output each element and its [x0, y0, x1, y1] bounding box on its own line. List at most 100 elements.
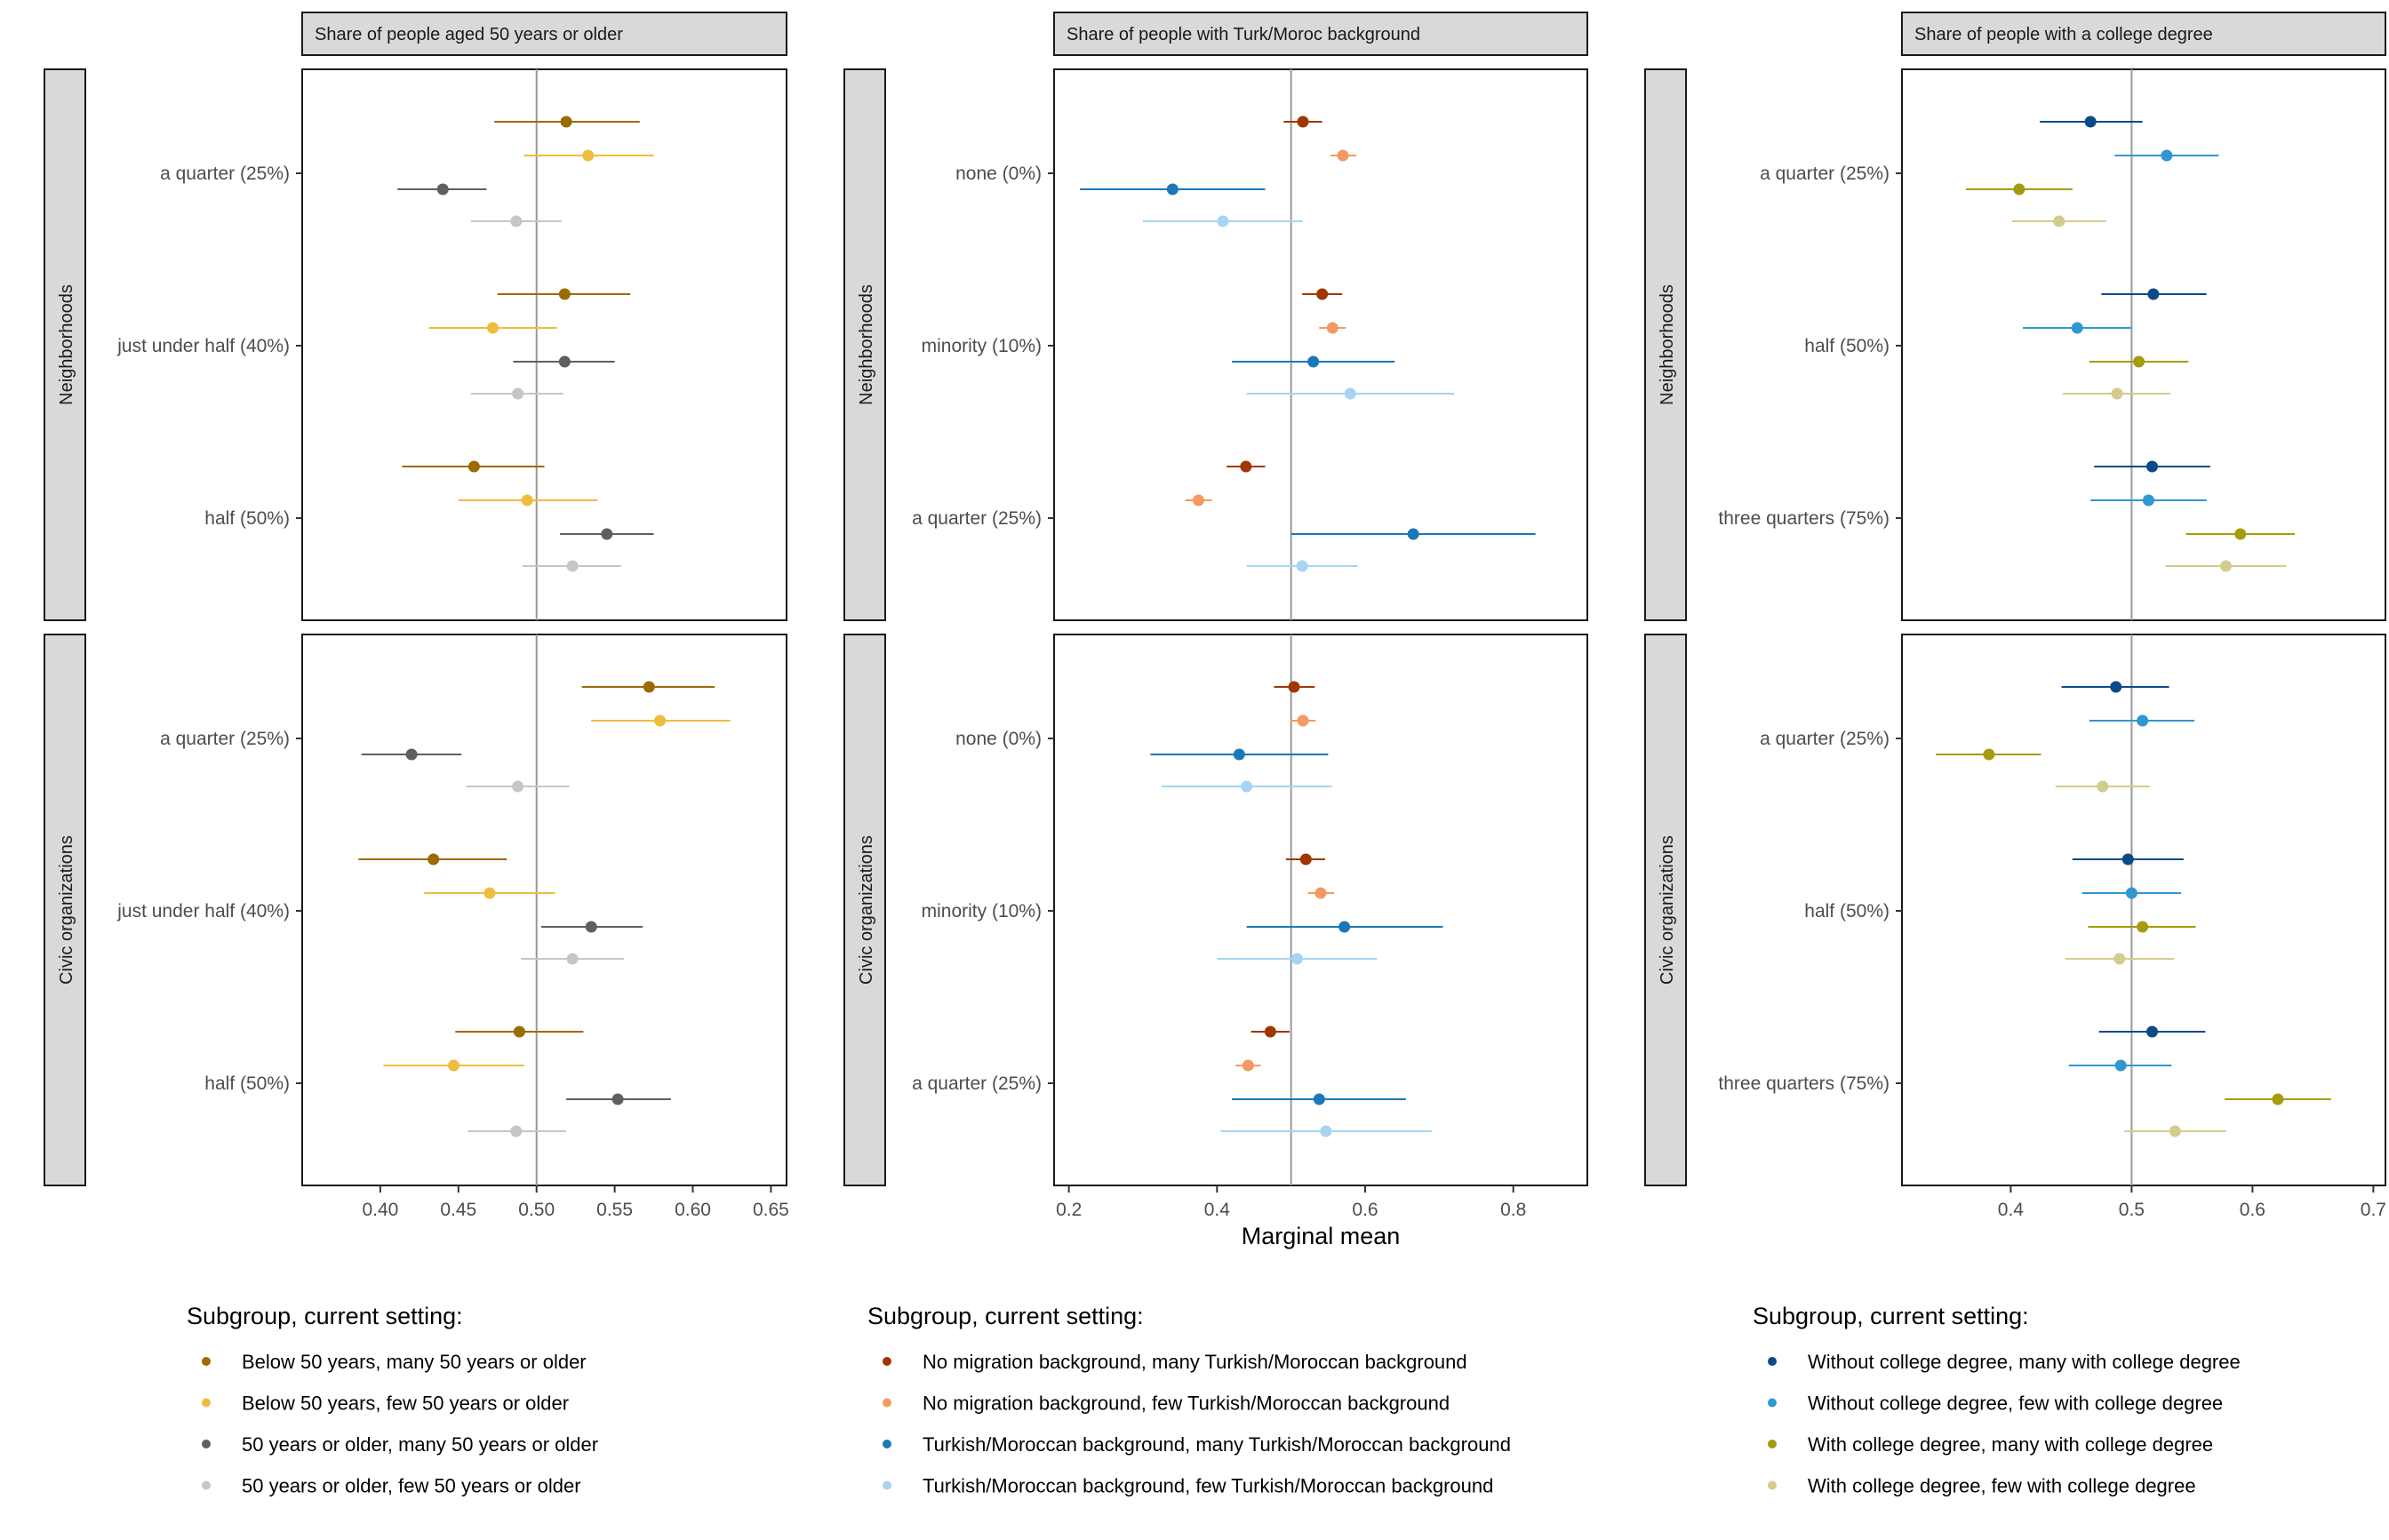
y-tick-label: a quarter (25%): [912, 1073, 1042, 1094]
point-estimate: [1217, 215, 1229, 227]
column-strip-title: Share of people with a college degree: [1914, 25, 2213, 44]
legend-key: [1768, 1398, 1777, 1408]
point-estimate: [1337, 149, 1349, 162]
point-estimate: [1288, 681, 1300, 693]
point-estimate: [585, 921, 597, 933]
legend-item: 50 years or older, many 50 years or olde…: [202, 1433, 598, 1456]
point-estimate: [2113, 953, 2126, 965]
point-estimate: [1320, 1125, 1332, 1137]
point-estimate: [1299, 853, 1312, 866]
x-tick-label: 0.60: [675, 1200, 711, 1220]
legend-key: [883, 1357, 891, 1366]
panel-3-2: Civic organizations a quarter (25%) half (…: [1644, 634, 2386, 1220]
x-tick-label: 0.4: [1204, 1200, 1231, 1220]
y-tick-label: three quarters (75%): [1718, 508, 1890, 529]
legend-label: Without college degree, few with college…: [1808, 1392, 2223, 1415]
point-estimate: [2110, 681, 2122, 693]
y-tick-label: minority (10%): [922, 336, 1042, 356]
point-estimate: [405, 748, 418, 761]
point-estimate: [427, 853, 440, 866]
point-estimate: [1240, 460, 1252, 473]
legend-item: Turkish/Moroccan background, many Turkis…: [883, 1433, 1511, 1456]
panel-1-1: Neighborhoods a quarter (25%) just under h…: [44, 68, 787, 621]
y-tick-label: three quarters (75%): [1718, 1073, 1890, 1094]
row-strip-background: [843, 68, 886, 621]
point-estimate: [1297, 714, 1309, 727]
point-estimate: [2097, 780, 2109, 793]
point-estimate: [1242, 1059, 1254, 1072]
y-tick-label: half (50%): [204, 508, 290, 529]
legend-key: [1768, 1480, 1777, 1490]
point-estimate: [2114, 1059, 2127, 1072]
legend-1: Subgroup, current setting: Below 50 years…: [187, 1303, 598, 1497]
row-strip-civic-organizations: Civic organizations: [843, 634, 886, 1186]
point-estimate: [448, 1059, 460, 1072]
x-tick-label: 0.50: [518, 1200, 555, 1220]
panel-3-1: Neighborhoods a quarter (25%) half (50%) th…: [1644, 68, 2386, 621]
legend-title: Subgroup, current setting:: [867, 1303, 1144, 1329]
legend-key: [1768, 1440, 1777, 1448]
point-estimate: [1233, 748, 1245, 761]
row-strip-civic-organizations: Civic organizations: [1644, 634, 1687, 1186]
x-tick-label: 0.40: [362, 1200, 398, 1220]
row-strip-background: [843, 634, 886, 1186]
row-strip-neighborhoods: Neighborhoods: [1644, 68, 1687, 621]
point-estimate: [1307, 355, 1320, 368]
point-estimate: [1313, 1093, 1325, 1105]
x-tick-label: 0.2: [1056, 1200, 1082, 1220]
point-estimate: [1290, 953, 1303, 965]
point-estimate: [2053, 215, 2065, 227]
panel-border: [1901, 68, 2386, 621]
point-estimate: [2146, 460, 2159, 473]
legend-title: Subgroup, current setting:: [187, 1303, 463, 1329]
point-estimate: [521, 494, 533, 507]
facet-column-3: Share of people with a college degree Nei…: [1644, 12, 2386, 1497]
point-estimate: [483, 887, 496, 899]
row-strip-background: [44, 634, 86, 1186]
point-estimate: [512, 780, 524, 793]
row-strip-label: Neighborhoods: [857, 284, 876, 405]
point-estimate: [2161, 149, 2173, 162]
point-estimate: [654, 714, 667, 727]
legend-label: With college degree, many with college d…: [1808, 1433, 2213, 1456]
point-estimate: [1297, 116, 1309, 128]
legend-label: 50 years or older, many 50 years or olde…: [242, 1433, 598, 1456]
point-estimate: [2147, 288, 2160, 300]
legend-key: [202, 1440, 211, 1448]
point-estimate: [1316, 288, 1329, 300]
point-estimate: [1338, 921, 1351, 933]
column-strip-background: [301, 12, 787, 56]
point-estimate: [2084, 116, 2097, 128]
point-estimate: [2146, 1025, 2159, 1038]
point-estimate: [1296, 560, 1308, 572]
y-tick-label: a quarter (25%): [1760, 164, 1890, 184]
column-strip-background: [1053, 12, 1588, 56]
legend-item: With college degree, many with college d…: [1768, 1433, 2213, 1456]
point-estimate: [2111, 387, 2123, 400]
point-estimate: [1407, 528, 1419, 540]
point-estimate: [2071, 322, 2083, 334]
column-strip-share-of-people-aged-50-years-or-older: Share of people aged 50 years or older: [301, 12, 787, 56]
x-tick-label: 0.6: [1352, 1200, 1378, 1220]
x-axis-title: Marginal mean: [1242, 1223, 1401, 1249]
point-estimate: [510, 215, 523, 227]
point-estimate: [643, 681, 655, 693]
legend-item: Below 50 years, few 50 years or older: [202, 1392, 569, 1415]
legend-label: 50 years or older, few 50 years or older: [242, 1475, 581, 1497]
column-strip-share-of-people-with-turk-moroc-background: Share of people with Turk/Moroc backgrou…: [1053, 12, 1588, 56]
legend-label: Below 50 years, many 50 years or older: [242, 1351, 587, 1373]
point-estimate: [560, 116, 572, 128]
legend-key: [883, 1440, 891, 1448]
point-estimate: [582, 149, 595, 162]
row-strip-background: [1644, 68, 1687, 621]
y-tick-label: a quarter (25%): [160, 729, 290, 749]
y-tick-label: just under half (40%): [116, 901, 290, 922]
y-tick-label: none (0%): [955, 729, 1042, 749]
point-estimate: [1314, 887, 1327, 899]
x-tick-label: 0.4: [1998, 1200, 2025, 1220]
legend-label: Turkish/Moroccan background, many Turkis…: [923, 1433, 1511, 1456]
point-estimate: [2013, 183, 2025, 195]
column-strip-share-of-people-with-a-college-degree: Share of people with a college degree: [1901, 12, 2386, 56]
row-strip-label: Neighborhoods: [1658, 284, 1677, 405]
